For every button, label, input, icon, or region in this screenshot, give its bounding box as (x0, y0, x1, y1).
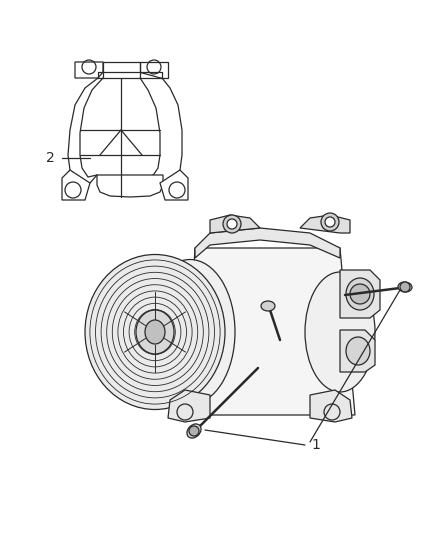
Ellipse shape (261, 301, 275, 311)
Ellipse shape (145, 320, 165, 344)
Polygon shape (97, 175, 163, 197)
Ellipse shape (398, 282, 412, 292)
Ellipse shape (187, 424, 201, 438)
Circle shape (227, 219, 237, 229)
Ellipse shape (305, 272, 375, 392)
Text: 1: 1 (311, 438, 321, 452)
Polygon shape (185, 248, 355, 415)
Polygon shape (62, 170, 90, 200)
Ellipse shape (346, 337, 370, 365)
Ellipse shape (136, 310, 174, 354)
Circle shape (400, 282, 410, 292)
Polygon shape (168, 390, 210, 422)
Polygon shape (340, 330, 375, 372)
Circle shape (189, 426, 199, 436)
Circle shape (223, 215, 241, 233)
Ellipse shape (346, 278, 374, 310)
Polygon shape (140, 62, 168, 78)
Circle shape (321, 213, 339, 231)
Circle shape (325, 217, 335, 227)
Polygon shape (310, 390, 352, 422)
Polygon shape (160, 170, 188, 200)
Text: 2: 2 (46, 151, 54, 165)
Ellipse shape (85, 254, 225, 409)
Polygon shape (195, 228, 340, 258)
Polygon shape (210, 215, 260, 233)
Polygon shape (75, 62, 103, 78)
Polygon shape (340, 270, 380, 318)
Ellipse shape (145, 260, 235, 405)
Polygon shape (300, 215, 350, 233)
Circle shape (350, 284, 370, 304)
